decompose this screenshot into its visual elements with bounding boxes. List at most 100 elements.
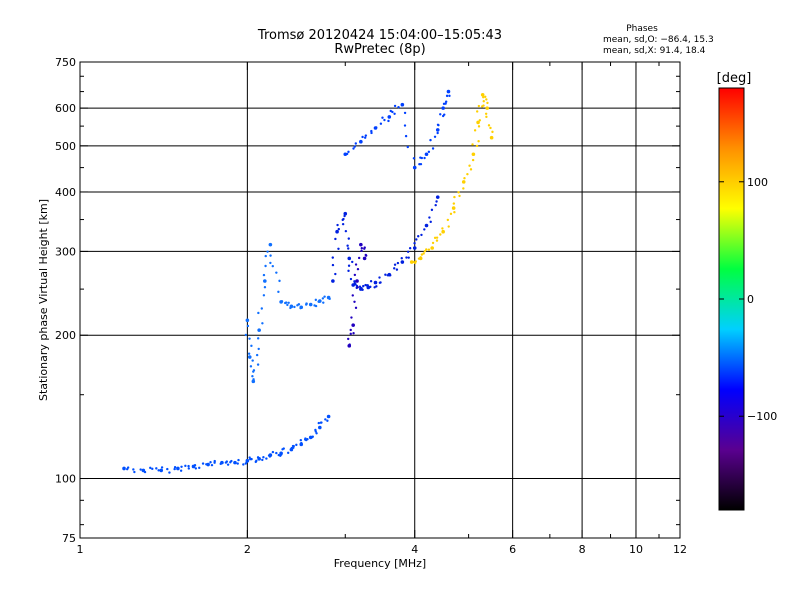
data-point [358,285,362,288]
data-point [453,210,456,214]
data-point [314,430,317,433]
data-point [471,158,475,162]
data-point [305,302,308,306]
data-point [369,285,372,289]
data-point [446,89,451,94]
data-point [429,138,432,142]
data-point [395,268,399,271]
data-point [475,110,479,113]
data-point [373,280,378,285]
data-point [206,462,210,467]
y-tick-label: 200 [55,329,76,342]
data-point [423,228,426,231]
data-point [485,106,489,110]
data-point [354,142,358,145]
data-point [482,96,485,99]
data-point [244,333,248,337]
data-point [176,466,180,471]
chart-subtitle: RwPretec (8p) [334,42,425,57]
data-point [210,463,214,467]
data-point [355,279,359,283]
data-point [264,264,267,268]
data-points [122,89,494,474]
data-point [468,164,471,167]
data-point [155,467,158,470]
data-point [489,135,494,140]
data-point [280,300,284,303]
data-point [485,115,488,119]
data-point [245,318,250,323]
data-point [347,337,350,341]
data-point [318,425,322,430]
data-point [317,300,321,303]
data-point [484,95,487,99]
data-point [347,247,350,250]
data-point [246,324,250,328]
data-point [420,253,424,256]
data-point [445,94,449,98]
data-point [292,444,295,448]
data-point [351,283,355,287]
data-point [320,421,323,424]
data-point [412,260,415,264]
data-point [375,285,378,288]
data-point [397,105,400,109]
data-point [256,337,260,340]
data-point [365,284,369,287]
data-point [343,211,348,216]
data-point [268,242,273,247]
data-point [403,111,407,115]
data-point [287,301,290,304]
data-point [427,248,431,251]
data-point [346,244,349,247]
data-point [209,461,212,464]
data-point [415,238,418,241]
data-point [381,116,384,119]
data-point [435,236,439,239]
data-point [257,347,260,351]
data-point [180,465,183,469]
colorbar-tick-label: 0 [747,293,754,306]
data-point [448,94,451,98]
data-point [194,467,198,470]
data-point [299,306,302,310]
plot-area [79,61,681,539]
data-point [370,131,373,135]
data-point [347,150,350,154]
data-point [187,464,190,468]
data-point [351,294,354,297]
data-point [477,104,481,108]
data-point [323,295,326,298]
data-point [359,242,363,247]
data-point [437,123,440,127]
data-point [419,162,423,166]
colorbar-tick-label: 100 [747,176,768,189]
data-point [122,466,126,471]
data-point [133,470,136,474]
data-point [254,460,257,464]
data-point [404,134,408,138]
data-point [349,277,353,281]
data-point [412,246,417,250]
data-point [431,147,435,150]
data-point [357,256,361,260]
data-point [378,276,381,279]
data-point [441,229,445,234]
data-point [256,456,260,459]
data-point [431,241,435,245]
data-point [435,128,440,132]
data-point [286,451,290,455]
data-point [187,467,191,470]
data-point [436,131,439,135]
stats-line-x: mean, sd,X: 91.4, 18.4 [603,46,706,56]
data-point [364,254,368,257]
data-point [362,284,365,288]
x-tick-label: 10 [629,543,643,556]
y-axis-label: Stationary phase Virtual Height [km] [37,199,50,401]
data-point [406,250,410,253]
data-point [263,286,267,289]
data-point [337,227,340,231]
data-point [352,332,355,335]
data-point [419,156,422,159]
